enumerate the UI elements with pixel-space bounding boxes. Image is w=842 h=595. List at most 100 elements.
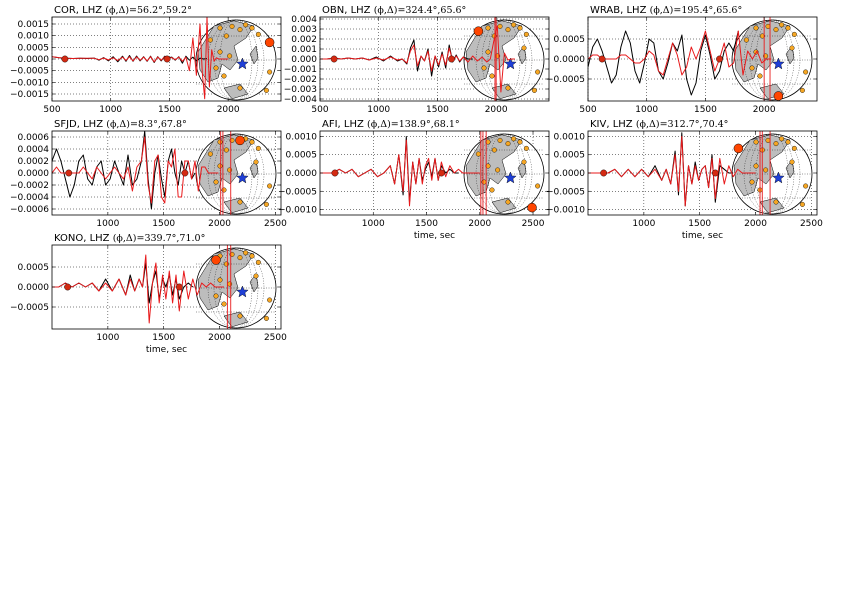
station-dot [227, 53, 233, 59]
panel-title-params: (ϕ,Δ)=339.7°,71.0° [113, 233, 206, 244]
window-marker [163, 55, 171, 63]
station-dot [207, 37, 213, 43]
station-dot [791, 31, 797, 37]
station-dot [789, 45, 795, 51]
synthetic-trace [52, 136, 219, 204]
y-tick-label: 0.0010 [554, 132, 586, 142]
globe-meridian [481, 19, 527, 101]
globe-meridian [207, 247, 265, 329]
globe-inset [195, 19, 277, 101]
x-tick-label: 500 [579, 105, 596, 115]
highlighted-station-dot [264, 37, 275, 48]
y-tick-label: 0.0015 [18, 20, 50, 30]
station-dot [221, 301, 227, 307]
panel-title-params: (ϕ,Δ)=56.2°,59.2° [105, 5, 192, 16]
y-tick-label: 0.0000 [18, 55, 50, 65]
event-star-icon [236, 57, 249, 70]
y-tick-label: 0.0005 [554, 151, 586, 161]
observed-trace [588, 30, 739, 96]
station-dot [785, 25, 791, 31]
x-tick-label: 1000 [99, 105, 122, 115]
station-dot [221, 73, 227, 79]
traces [52, 131, 219, 210]
observed-trace [52, 131, 196, 210]
x-tick-label: 2000 [485, 105, 508, 115]
station-dot [223, 33, 229, 39]
station-dot [791, 145, 797, 151]
station-dot [773, 27, 779, 33]
station-dot [485, 139, 491, 145]
panel-title-station: SFJD, LHZ [54, 119, 106, 130]
globe-meridian [475, 19, 533, 101]
panel-title-station: KONO, LHZ [54, 233, 113, 244]
station-dot [799, 87, 805, 93]
window-marker [61, 55, 69, 63]
globe-meridian [213, 19, 259, 101]
y-tick-label: −0.0015 [10, 90, 49, 100]
window-marker [331, 169, 339, 177]
y-tick-label: 0.001 [291, 45, 317, 55]
panel-sfjd: 1000 1500 2000 2500 0.0006 0.0004 0.0002 0.0000… [10, 119, 287, 229]
station-dot [789, 159, 795, 165]
globe-meridian [749, 133, 795, 215]
y-tick-label: 0.003 [291, 25, 317, 35]
station-dot [521, 45, 527, 51]
synthetic-trace [588, 30, 772, 76]
traces [588, 132, 756, 207]
y-tick-label: −0.0004 [10, 193, 49, 203]
station-dot [799, 201, 805, 207]
panel-kiv: 1000 1500 2000 2500 0.0010 0.0005 0.0000 −0.000… [546, 119, 823, 241]
x-tick-label: 2500 [264, 219, 287, 229]
x-tick-label: 2000 [208, 333, 231, 343]
station-dot [253, 159, 259, 165]
station-dot [803, 183, 809, 189]
globe-inset [195, 133, 277, 215]
globe-inset [731, 133, 813, 215]
station-dot [535, 183, 541, 189]
y-tick-label: 0.0000 [18, 169, 50, 179]
station-dot [517, 25, 523, 31]
x-tick-label: 1500 [152, 333, 175, 343]
y-tick-label: 0.0010 [286, 132, 318, 142]
globe-inset [463, 133, 545, 215]
x-tick-label: 1000 [635, 105, 658, 115]
highlighted-station-dot [235, 135, 245, 146]
window-marker [181, 169, 189, 177]
station-dot [237, 255, 243, 261]
station-dot [217, 49, 223, 55]
traces [588, 30, 772, 96]
station-dot [237, 313, 243, 319]
station-dot [255, 31, 261, 37]
highlighted-station-dot [773, 91, 784, 101]
station-dot [217, 163, 223, 169]
station-dot [221, 187, 227, 193]
panel-title-params: (ϕ,Δ)=324.4°,65.6° [374, 5, 467, 16]
highlighted-station-dot [733, 143, 744, 154]
station-dot [263, 201, 269, 207]
highlighted-station-dot [211, 255, 221, 265]
y-tick-label: −0.003 [284, 85, 317, 95]
globe-land [249, 45, 259, 65]
station-dot [249, 139, 255, 145]
station-dot [217, 139, 223, 145]
x-axis-label: time, sec [682, 231, 723, 241]
station-dot [803, 69, 809, 75]
event-star-icon [236, 285, 249, 298]
station-dot [759, 33, 765, 39]
station-dot [773, 141, 779, 147]
station-dot [753, 139, 759, 145]
panel-title: KONO, LHZ (ϕ,Δ)=339.7°,71.0° [54, 233, 205, 244]
station-dot [217, 277, 223, 283]
panel-title: SFJD, LHZ (ϕ,Δ)=8.3°,67.8° [54, 119, 187, 130]
station-dot [255, 145, 261, 151]
x-tick-label: 1000 [632, 219, 655, 229]
globe-meridian [207, 133, 265, 215]
station-dot [505, 85, 511, 91]
globe-inset [463, 19, 545, 101]
x-tick-label: 1500 [415, 219, 438, 229]
x-tick-label: 1000 [96, 333, 119, 343]
y-tick-label: −0.0005 [546, 187, 585, 197]
window-marker [598, 55, 606, 63]
x-tick-label: 1000 [96, 219, 119, 229]
